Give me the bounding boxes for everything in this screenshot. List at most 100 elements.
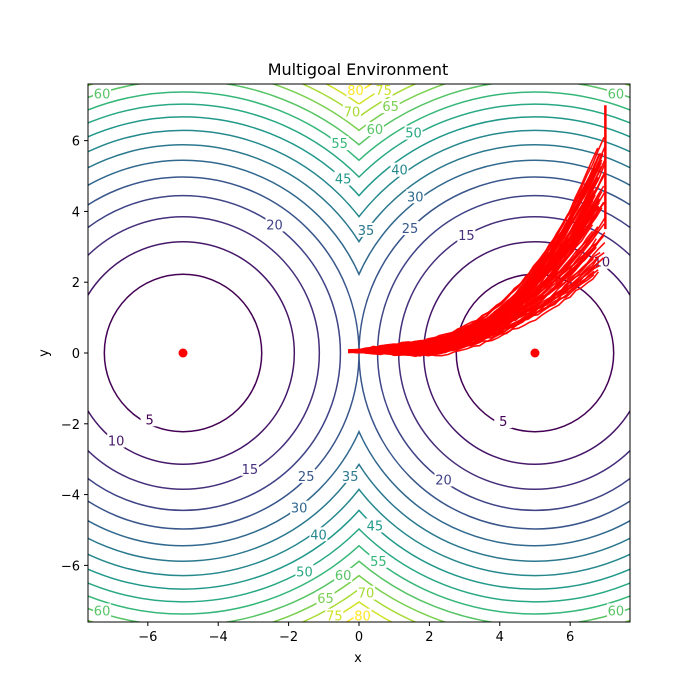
contour-level-5 (103, 273, 263, 433)
contour-label-bg (390, 162, 409, 177)
contour-level-15 (88, 215, 321, 491)
contour-label: 5 (145, 413, 153, 428)
contour-label-bg (606, 86, 625, 101)
contour-label: 15 (458, 229, 475, 244)
contour-label-bg (330, 136, 349, 151)
contour-label: 5 (499, 415, 507, 430)
contour-label: 40 (310, 528, 327, 543)
x-tick-label: −4 (209, 630, 228, 645)
y-tick-label: −2 (61, 418, 80, 433)
y-tick-label: 4 (72, 205, 80, 220)
contour-label: 60 (335, 569, 352, 584)
contour-label-bg (369, 553, 388, 568)
contour-label-bg (606, 603, 625, 618)
y-axis-ticks: −6 −4 −2 0 2 4 6 (61, 135, 88, 574)
y-axis-label: y (37, 349, 52, 357)
contour-label: 70 (344, 105, 361, 120)
goal-point (178, 348, 188, 358)
contour-lines (88, 84, 630, 622)
goal-markers (178, 348, 540, 358)
contour-label: 45 (335, 173, 352, 188)
contour-level-50 (359, 103, 630, 603)
contour-label-bg (457, 228, 476, 243)
contour-level-35 (359, 144, 630, 562)
contour-label-bg (357, 222, 376, 237)
trajectory-path (348, 235, 604, 353)
contour-level-55 (88, 91, 359, 615)
contour-label: 80 (354, 610, 371, 625)
contour-label-bg (357, 585, 376, 600)
contour-level-80 (359, 84, 374, 622)
contour-label: 15 (242, 463, 259, 478)
contour-label: 20 (435, 473, 452, 488)
contour-level-40 (88, 129, 359, 577)
contour-label-bg (381, 99, 400, 114)
contour-label: 60 (94, 604, 111, 619)
contour-level-25 (359, 176, 630, 530)
contour-label: 60 (367, 123, 384, 138)
contour-label-bg (309, 527, 328, 542)
x-tick-label: 6 (566, 630, 574, 645)
contour-label: 30 (291, 502, 308, 517)
contour-level-45 (359, 116, 630, 590)
y-tick-label: 0 (72, 347, 80, 362)
contour-label-bg (434, 472, 453, 487)
contour-label-bg (295, 564, 314, 579)
contour-level-35 (88, 144, 359, 562)
chart-title: Multigoal Environment (268, 60, 449, 79)
x-tick-label: 2 (425, 630, 433, 645)
contour-label: 35 (342, 470, 359, 485)
contour-label-bg (341, 468, 360, 483)
contour-label-bg (107, 433, 126, 448)
contour-label-bg (494, 414, 513, 429)
contour-label: 40 (391, 164, 408, 179)
contour-label: 25 (402, 222, 419, 237)
contour-label-bg (374, 83, 393, 98)
contour-label: 50 (405, 127, 422, 142)
contour-level-40 (359, 129, 630, 577)
contour-level-70 (359, 84, 418, 622)
x-tick-label: −6 (138, 630, 157, 645)
contour-label-bg (140, 412, 159, 427)
contour-level-60 (359, 84, 630, 622)
contour-level-30 (88, 159, 359, 547)
contour-label: 35 (358, 224, 375, 239)
contour-label: 55 (331, 137, 348, 152)
contour-label: 60 (94, 88, 111, 103)
contour-label-bg (240, 461, 259, 476)
contour-label-bg (93, 86, 112, 101)
contour-label-bg (265, 217, 284, 232)
x-tick-label: 0 (355, 630, 363, 645)
x-tick-label: −2 (279, 630, 298, 645)
contour-level-50 (88, 103, 359, 603)
contour-label-bg (290, 500, 309, 515)
contour-label: 10 (108, 434, 125, 449)
contour-label-bg (342, 104, 361, 119)
contour-level-45 (88, 116, 359, 590)
contour-level-25 (88, 176, 359, 530)
contour-label: 70 (358, 587, 375, 602)
contour-label-bg (346, 83, 365, 98)
contour-label: 75 (375, 84, 392, 99)
contour-label: 50 (296, 565, 313, 580)
contour-label: 75 (326, 610, 343, 625)
contour-label-bg (334, 171, 353, 186)
contour-label-bg (404, 125, 423, 140)
trajectory-path (348, 153, 604, 356)
contour-label: 60 (608, 88, 625, 103)
contour-label-bg (353, 608, 372, 623)
y-tick-label: 2 (72, 276, 80, 291)
y-tick-label: −6 (61, 559, 80, 574)
trajectory-path (348, 264, 600, 354)
x-axis-label: x (354, 651, 362, 666)
contour-label: 25 (298, 470, 315, 485)
contour-label-bg (365, 518, 384, 533)
contour-label: 60 (608, 604, 625, 619)
contour-label: 65 (317, 592, 334, 607)
goal-point (530, 348, 540, 358)
y-tick-label: −4 (61, 489, 80, 504)
contour-label: 45 (367, 519, 384, 534)
contour-level-20 (88, 194, 342, 512)
